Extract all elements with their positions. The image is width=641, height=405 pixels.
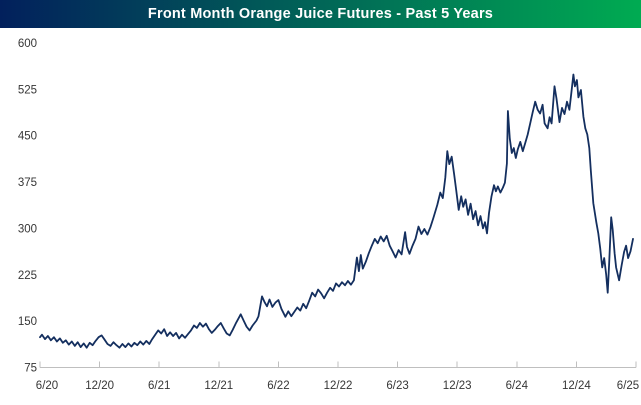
y-axis-label: 600 xyxy=(18,38,37,50)
x-axis-label: 12/21 xyxy=(204,380,233,392)
x-axis-label: 6/21 xyxy=(148,380,170,392)
y-axis-label: 450 xyxy=(18,131,37,143)
y-axis-label: 525 xyxy=(18,84,37,96)
x-axis-label: 6/22 xyxy=(267,380,289,392)
x-axis-label: 12/24 xyxy=(562,380,591,392)
chart-title: Front Month Orange Juice Futures - Past … xyxy=(147,6,494,22)
x-axis-label: 6/20 xyxy=(36,380,58,392)
y-axis-label: 150 xyxy=(18,316,37,328)
y-axis-label: 75 xyxy=(24,363,37,375)
y-axis-label: 375 xyxy=(18,177,37,189)
x-axis-label: 6/25 xyxy=(617,380,639,392)
x-axis-label: 6/23 xyxy=(386,380,408,392)
x-axis-label: 12/20 xyxy=(85,380,114,392)
x-axis-label: 12/23 xyxy=(443,380,472,392)
y-axis-label: 300 xyxy=(18,223,37,235)
chart-title-bar: Front Month Orange Juice Futures - Past … xyxy=(0,0,641,28)
y-axis-label: 225 xyxy=(18,270,37,282)
price-line xyxy=(39,73,634,349)
x-axis-label: 6/24 xyxy=(506,380,529,392)
x-axis-label: 12/22 xyxy=(324,380,353,392)
